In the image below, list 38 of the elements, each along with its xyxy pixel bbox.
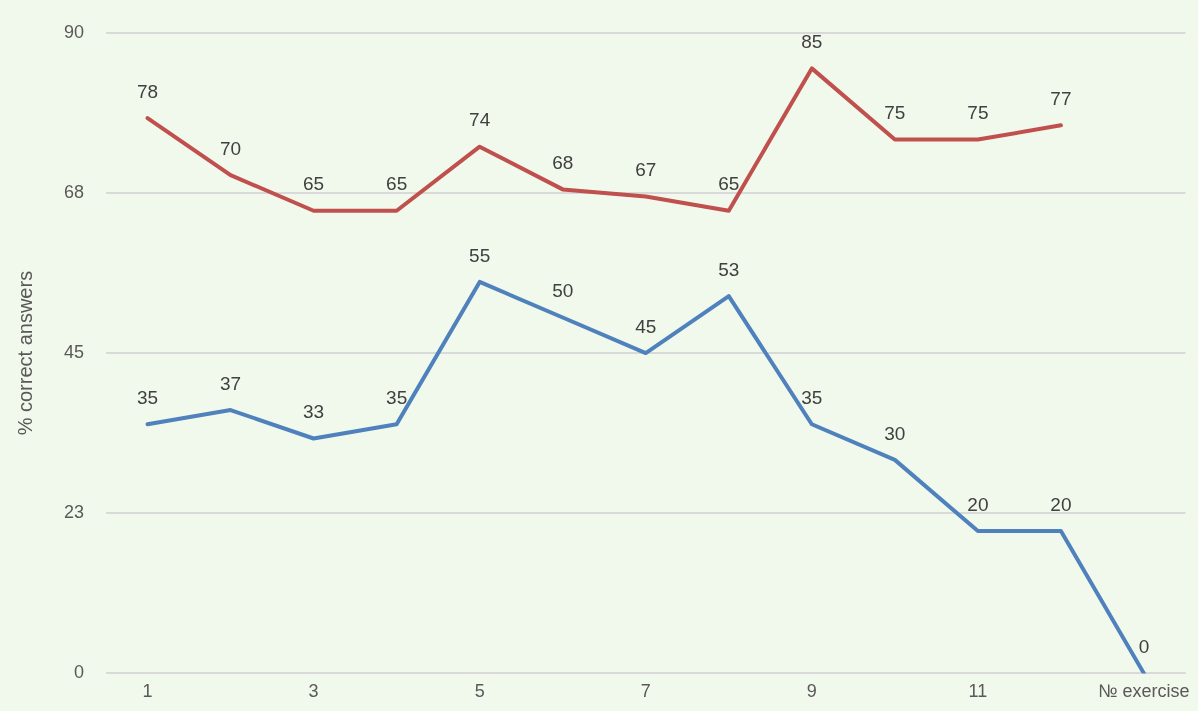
data-label: 35 — [386, 387, 408, 409]
data-label: 37 — [220, 372, 242, 394]
data-label: 75 — [884, 102, 906, 124]
data-label: 65 — [386, 173, 408, 195]
data-label: 78 — [136, 80, 159, 102]
x-tick-label: 9 — [806, 681, 817, 702]
data-label: 75 — [967, 102, 989, 124]
data-label: 65 — [303, 173, 325, 195]
data-label: 45 — [635, 315, 657, 337]
y-tick-label: 23 — [63, 502, 85, 523]
data-label: 35 — [801, 387, 823, 409]
x-tick-label: № exercise — [1098, 681, 1190, 702]
data-label: 50 — [552, 280, 574, 302]
x-tick-label: 1 — [142, 681, 153, 702]
y-tick-label: 90 — [63, 21, 85, 42]
data-label: 77 — [1050, 88, 1072, 110]
x-tick-label: 11 — [968, 681, 988, 702]
x-tick-label: 7 — [640, 681, 651, 702]
x-tick-label: 5 — [474, 681, 485, 702]
x-tick-label: 3 — [308, 681, 319, 702]
data-label: 65 — [718, 173, 740, 195]
data-label: 85 — [801, 31, 823, 53]
data-label: 68 — [552, 152, 574, 174]
data-label: 67 — [635, 159, 657, 181]
data-label: 30 — [884, 422, 906, 444]
data-label: 20 — [967, 493, 989, 515]
data-label: 35 — [136, 387, 159, 409]
y-tick-label: 45 — [63, 342, 85, 363]
data-label: 55 — [469, 244, 491, 266]
data-label: 74 — [469, 109, 491, 131]
data-label: 53 — [718, 258, 740, 280]
data-label: 33 — [303, 401, 325, 423]
y-tick-label: 68 — [63, 181, 85, 202]
data-label: 20 — [1050, 493, 1072, 515]
y-axis-title: % correct answers — [13, 270, 36, 436]
y-tick-label: 0 — [74, 662, 85, 683]
data-label: 0 — [1138, 636, 1150, 658]
data-label: 70 — [220, 137, 242, 159]
